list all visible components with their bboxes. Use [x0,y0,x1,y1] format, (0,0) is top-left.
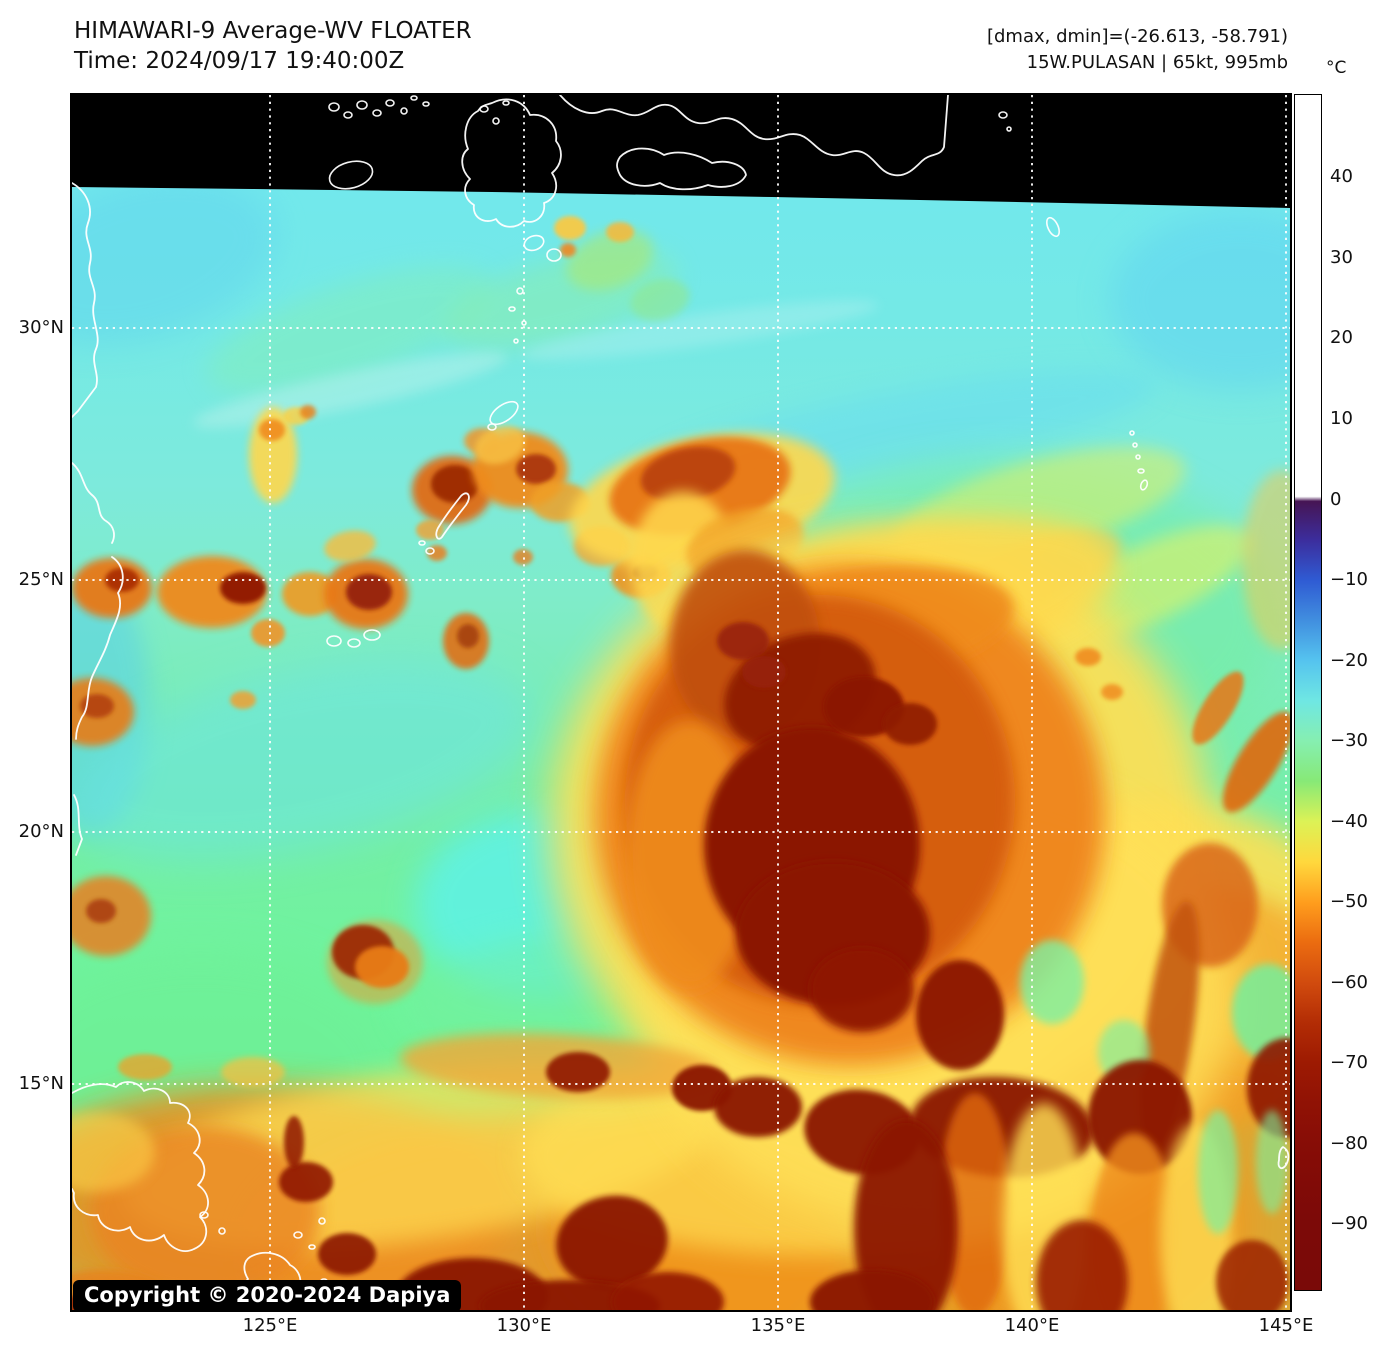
lon-label: 140°E [1004,1315,1060,1336]
lon-label: 135°E [750,1315,806,1336]
lat-label: 30°N [18,317,64,338]
page-title: HIMAWARI-9 Average-WV FLOATER [74,18,472,44]
colorbar-tick: 30 [1330,247,1353,268]
colorbar-tick: −90 [1330,1213,1368,1234]
copyright-badge: Copyright © 2020-2024 Dapiya [73,1280,462,1312]
timestamp: Time: 2024/09/17 19:40:00Z [74,48,405,74]
colorbar-tick: −40 [1330,811,1368,832]
colorbar-tick: 0 [1330,489,1342,510]
colorbar-tick: −50 [1330,891,1368,912]
storm-info: 15W.PULASAN | 65kt, 995mb [1026,52,1288,73]
lat-label: 25°N [18,569,64,590]
colorbar-tick: −10 [1330,569,1368,590]
lon-label: 145°E [1258,1315,1314,1336]
satellite-image [72,95,1290,1310]
colorbar-tick: 10 [1330,408,1353,429]
colorbar-tick: −20 [1330,650,1368,671]
colorbar-unit-label: °C [1326,58,1347,78]
colorbar-tick: 20 [1330,327,1353,348]
lat-label: 20°N [18,821,64,842]
satellite-map [70,93,1292,1312]
lon-label: 125°E [242,1315,298,1336]
colorbar-tick: −80 [1330,1133,1368,1154]
lon-label: 130°E [496,1315,552,1336]
dmax-dmin-readout: [dmax, dmin]=(-26.613, -58.791) [986,26,1288,47]
colorbar-tick: −60 [1330,972,1368,993]
colorbar [1294,94,1322,1291]
colorbar-tick: −30 [1330,730,1368,751]
colorbar-tick: 40 [1330,166,1353,187]
lat-label: 15°N [18,1073,64,1094]
colorbar-tick: −70 [1330,1052,1368,1073]
